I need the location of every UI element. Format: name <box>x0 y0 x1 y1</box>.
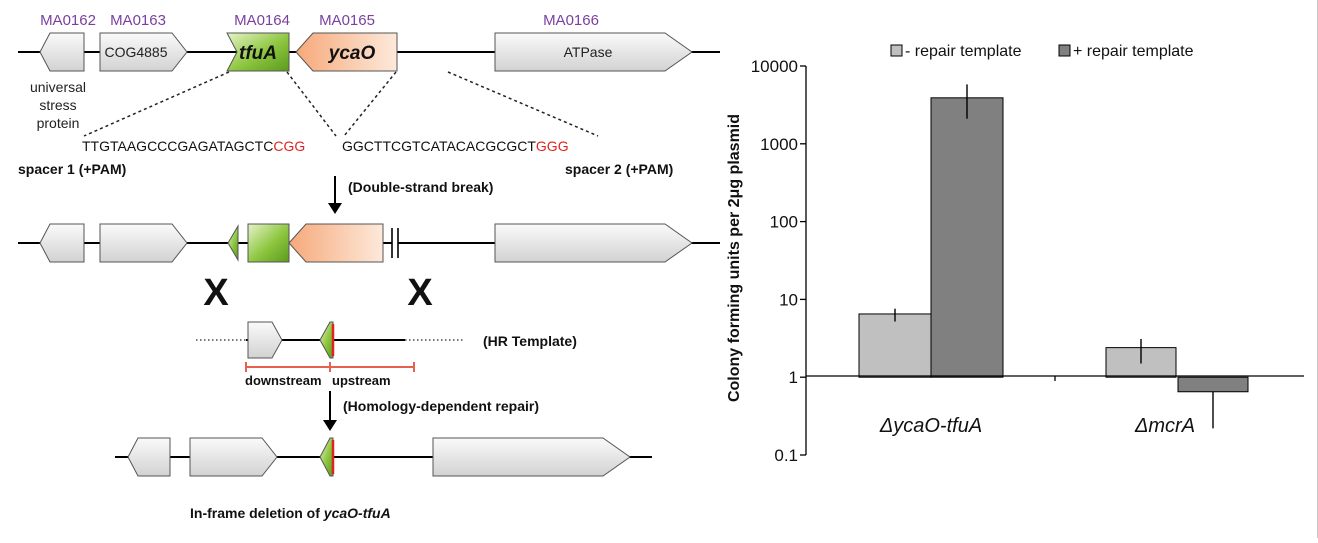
upstream-label: upstream <box>332 373 391 388</box>
bar-chart: Colony forming units per 2μg plasmid 0.1… <box>726 43 1304 465</box>
bar-plus-repair-ycao-tfua <box>930 97 1004 378</box>
spacer-sequences: TTGTAAGCCCGAGATAGCTCCGG GGCTTCGTCATACACG… <box>18 138 673 177</box>
y-tick-label: 0.1 <box>774 446 798 465</box>
x-category-label: ΔmcrA <box>1134 415 1195 437</box>
x-category-label: ΔycaO-tfuA <box>879 415 982 437</box>
zoom-lines <box>83 71 599 137</box>
locus-ma0163: MA0163 <box>110 12 166 29</box>
y-tick-label: 100 <box>770 213 798 232</box>
spacer1-pam: CGG <box>273 138 305 154</box>
hr-template <box>196 321 465 359</box>
legend-label: + repair template <box>1073 43 1194 60</box>
final-caption-gene: ycaO-tfuA <box>323 505 391 521</box>
chart-error-bars <box>894 84 1214 429</box>
crossover-left: X <box>203 272 229 314</box>
dsb-arrow <box>328 176 342 214</box>
hr-tfua-fragment <box>319 321 334 359</box>
chart-yticks: 0.1 1 10 100 1000 10000 <box>751 57 806 465</box>
bar-plus-repair-mcra <box>1177 376 1249 393</box>
cut-tfua-fragment <box>227 224 239 262</box>
locus-ma0164: MA0164 <box>234 12 290 29</box>
locus-ma0166: MA0166 <box>543 12 599 29</box>
locus-ma0162: MA0162 <box>40 12 96 29</box>
y-tick-label: 10000 <box>751 57 798 76</box>
cut-gene-ma0163 <box>99 223 188 263</box>
downstream-label: downstream <box>245 373 322 388</box>
spacer2-label: spacer 2 (+PAM) <box>565 161 673 177</box>
chart-legend: - repair template + repair template <box>890 43 1194 60</box>
spacer2-seq: GGCTTCGTCATACACGCGCT <box>342 138 536 154</box>
gene-ycao-arrow <box>295 32 398 72</box>
universal-stress-line3: protein <box>37 115 80 131</box>
spacer1-seq: TTGTAAGCCCGAGATAGCTC <box>82 138 273 154</box>
y-tick-label: 10 <box>779 290 798 309</box>
legend-swatch <box>890 44 903 57</box>
final-caption-prefix: In-frame deletion of <box>190 505 324 521</box>
cut-gene-ma0162 <box>39 223 85 263</box>
spacer2-pam: GGG <box>536 138 569 154</box>
chart-bars <box>858 97 1249 393</box>
y-tick-label: 1000 <box>760 135 798 154</box>
gene-tfua-label: tfuA <box>239 43 277 64</box>
final-gene-ma0163 <box>189 437 278 477</box>
hdr-label: (Homology-dependent repair) <box>343 398 539 414</box>
cut-gene-atpase <box>494 223 693 263</box>
gene-atpase-label: ATPase <box>564 44 613 60</box>
spacer1-sequence: TTGTAAGCCCGAGATAGCTCCGG <box>82 138 305 154</box>
universal-stress-line2: stress <box>39 97 76 113</box>
final-caption: In-frame deletion of ycaO-tfuA <box>190 505 391 521</box>
final-gene-atpase <box>432 437 631 477</box>
gene-ma0162-arrow <box>39 32 85 72</box>
homology-arms <box>245 362 415 372</box>
crossover-right: X <box>407 272 433 314</box>
gene-tfua-arrow <box>226 32 290 72</box>
bar-minus-repair-ycao-tfua <box>858 313 932 378</box>
cut-gene-map <box>18 223 720 263</box>
cut-ycao-body <box>288 223 384 263</box>
hdr-arrow <box>323 391 337 431</box>
hr-downstream-gene <box>247 321 283 359</box>
gene-ycao-label: ycaO <box>328 43 376 64</box>
hr-template-label: (HR Template) <box>483 333 577 349</box>
spacer2-sequence: GGCTTCGTCATACACGCGCTGGG <box>342 138 569 154</box>
chart-x-labels: ΔycaO-tfuA ΔmcrA <box>879 415 1195 437</box>
spacer1-label: spacer 1 (+PAM) <box>18 161 126 177</box>
universal-stress-line1: universal <box>30 79 86 95</box>
final-gene-ma0162 <box>127 437 171 477</box>
gene-atpase-arrow <box>494 32 693 72</box>
final-gene-map <box>115 437 652 477</box>
top-gene-map: MA0162 MA0163 MA0164 MA0165 MA0166 COG48… <box>18 12 720 131</box>
dsb-label: (Double-strand break) <box>348 179 493 195</box>
legend-swatch <box>1058 44 1071 57</box>
gene-ma0163-arrow <box>99 32 188 72</box>
gene-ma0163-label: COG4885 <box>104 44 167 60</box>
locus-ma0165: MA0165 <box>319 12 375 29</box>
y-tick-label: 1 <box>789 368 798 387</box>
cut-tfua-body <box>247 223 290 263</box>
chart-ylabel: Colony forming units per 2μg plasmid <box>726 114 743 402</box>
legend-label: - repair template <box>905 43 1022 60</box>
final-tfua-fragment <box>319 437 334 477</box>
